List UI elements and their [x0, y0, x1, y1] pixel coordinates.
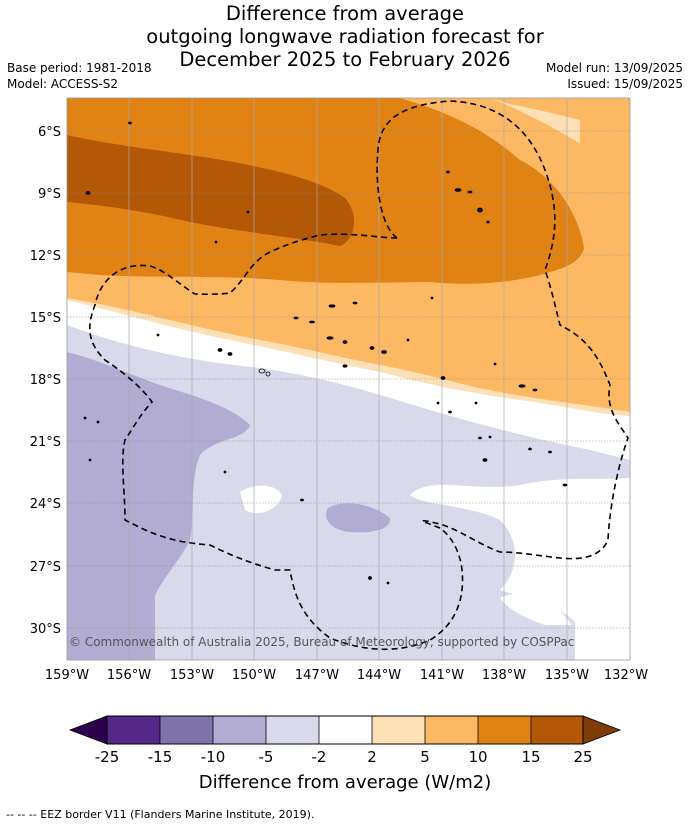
colorbar-tick: -10: [201, 748, 226, 766]
colorbar-tick: -25: [95, 748, 120, 766]
lat-label: 12°S: [30, 249, 61, 264]
colorbar-tick: -15: [148, 748, 173, 766]
lat-label: 9°S: [38, 187, 61, 202]
eez-border-polynesia: [376, 100, 629, 560]
anomaly-region-minus5-to-minus10: [67, 352, 250, 660]
map-frame: [66, 97, 631, 661]
colorbar-label: Difference from average (W/m2): [199, 772, 491, 793]
colorbar-tick: 25: [573, 748, 592, 766]
lon-label: 156°W: [107, 668, 151, 683]
colorbar-segment: [213, 716, 266, 744]
lat-label: 6°S: [38, 125, 61, 140]
lat-label: 30°S: [30, 622, 61, 637]
base-period: Base period: 1981-2018: [7, 61, 152, 75]
lon-label: 159°W: [45, 668, 89, 683]
lon-label: 135°W: [545, 668, 589, 683]
lat-label: 15°S: [30, 311, 61, 326]
title-line-1: Difference from average: [225, 2, 465, 25]
colorbar-tick: 10: [468, 748, 487, 766]
colorbar-segment: [478, 716, 531, 744]
lon-label: 153°W: [170, 668, 214, 683]
neutral-patch-2: [500, 594, 572, 625]
colorbar-min-extend: [68, 715, 108, 745]
latitude-labels: 6°S 9°S 12°S 15°S 18°S 21°S 24°S 27°S 30…: [30, 125, 61, 637]
lat-label: 18°S: [30, 373, 61, 388]
anomaly-region-minus5-blob: [326, 503, 391, 533]
lat-label: 27°S: [30, 560, 61, 575]
colorbar-tick: -5: [259, 748, 274, 766]
meta-left: Base period: 1981-2018 Model: ACCESS-S2: [7, 60, 152, 92]
eez-borders: [89, 100, 629, 651]
meta-right: Model run: 13/09/2025 Issued: 15/09/2025: [546, 60, 683, 92]
colorbar-dividers: [159, 716, 532, 744]
colorbar-segment: [107, 716, 160, 744]
lon-label: 138°W: [482, 668, 526, 683]
colorbar-segment: [425, 716, 478, 744]
colorbar-tick: 2: [367, 748, 377, 766]
lat-label: 24°S: [30, 497, 61, 512]
anomaly-region-15-to-25: [67, 135, 355, 246]
eez-footnote: -- -- -- EEZ border V11 (Flanders Marine…: [6, 808, 315, 821]
model-run: Model run: 13/09/2025: [545, 61, 683, 75]
copyright-notice: © Commonwealth of Australia 2025, Bureau…: [69, 635, 574, 649]
lon-label: 132°W: [604, 668, 648, 683]
colorbar-segment: [319, 716, 372, 744]
lon-label: 141°W: [420, 668, 464, 683]
issued-date: Issued: 15/09/2025: [567, 77, 683, 91]
colorbar-segment: [531, 716, 583, 744]
colorbar-tick: 15: [521, 748, 540, 766]
colorbar-tick: 5: [420, 748, 430, 766]
map-title: Difference from average outgoing longwav…: [0, 2, 690, 71]
eez-border-cook-islands: [89, 233, 464, 651]
lon-label: 147°W: [295, 668, 339, 683]
map-plot-area: © Commonwealth of Australia 2025, Bureau…: [67, 98, 630, 660]
islands: [83, 121, 568, 585]
colorbar-segment: [160, 716, 213, 744]
neutral-patch-1: [240, 485, 282, 514]
colorbar-max-extend: [582, 715, 622, 745]
lat-label: 21°S: [30, 435, 61, 450]
colorbar-tick: -2: [312, 748, 327, 766]
title-line-3: December 2025 to February 2026: [179, 48, 511, 71]
colorbar-ticks: -25 -15 -10 -5 -2 2 5 10 15 25: [95, 748, 593, 766]
lon-label: 150°W: [232, 668, 276, 683]
colorbar-frame: [106, 715, 584, 745]
lon-label: 144°W: [357, 668, 401, 683]
longitude-labels: 159°W 156°W 153°W 150°W 147°W 144°W 141°…: [45, 668, 648, 683]
model-name: Model: ACCESS-S2: [7, 77, 119, 91]
title-line-2: outgoing longwave radiation forecast for: [146, 25, 544, 48]
colorbar: -25 -15 -10 -5 -2 2 5 10 15 25 Differenc…: [68, 715, 622, 793]
colorbar-segment: [266, 716, 319, 744]
graticule: [67, 130, 630, 629]
colorbar-segment: [372, 716, 425, 744]
